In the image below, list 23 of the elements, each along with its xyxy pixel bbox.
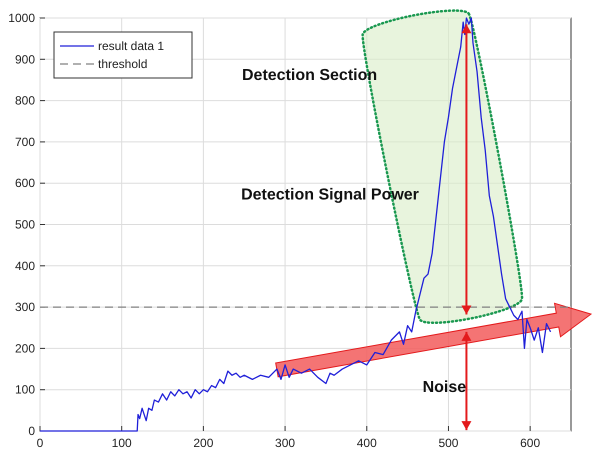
annotation: Detection Section [242, 66, 378, 84]
x-tick-label: 400 [356, 436, 378, 450]
y-tick-label: 300 [14, 300, 36, 314]
x-tick-label: 500 [438, 436, 459, 450]
y-tick-label: 1000 [8, 11, 36, 25]
annotation: Noise [422, 378, 466, 396]
y-tick-label: 0 [28, 424, 36, 438]
x-tick-label: 100 [112, 436, 132, 450]
x-tick-label: 300 [275, 436, 296, 450]
legend-label: result data 1 [98, 39, 164, 53]
y-tick-label: 100 [14, 382, 36, 397]
y-tick-label: 600 [14, 176, 36, 190]
y-tick-label: 500 [14, 218, 36, 232]
y-tick-label: 800 [14, 94, 36, 108]
x-tick-label: 600 [520, 436, 540, 450]
x-tick-label: 200 [193, 436, 214, 450]
y-tick-label: 700 [14, 134, 36, 149]
legend-label: threshold [98, 57, 148, 71]
y-tick-label: 400 [14, 258, 36, 273]
annotation: Detection Signal Power [241, 186, 419, 204]
x-tick-label: 0 [36, 436, 44, 450]
y-tick-label: 900 [14, 52, 36, 66]
y-tick-label: 200 [14, 341, 36, 356]
